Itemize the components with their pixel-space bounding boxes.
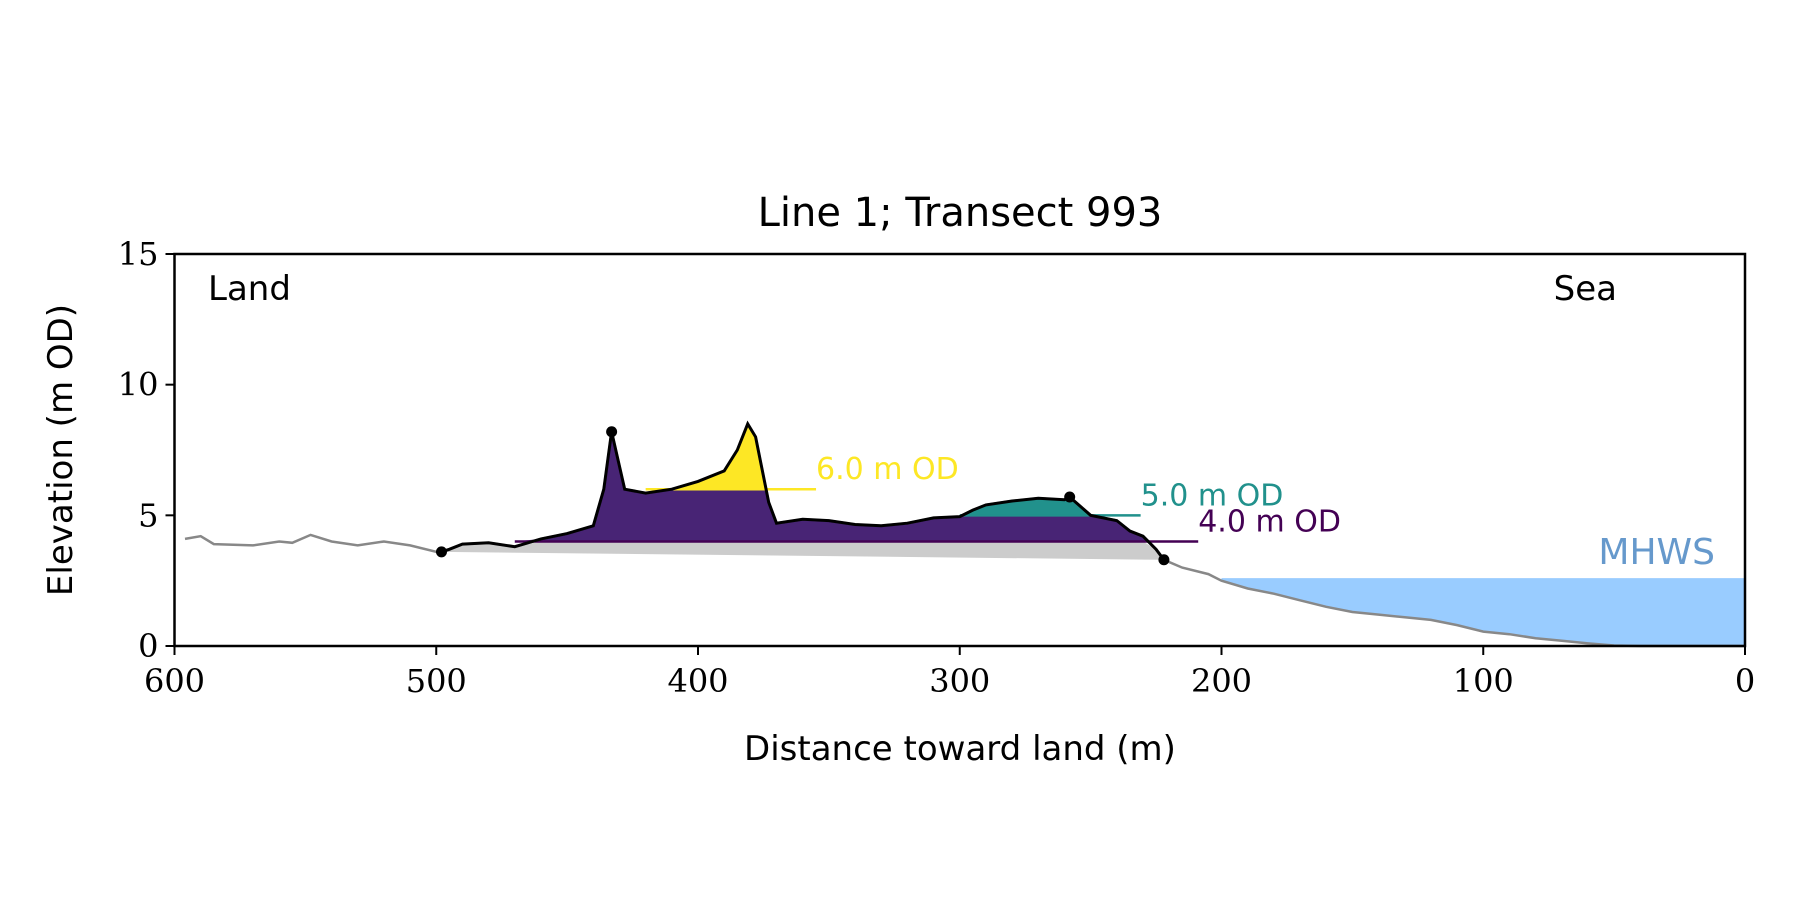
point [435,546,447,558]
point [606,426,618,438]
chart-title: Line 1; Transect 993 [758,190,1163,236]
annotation: Sea [1554,269,1617,309]
x-tick-label: 100 [1453,662,1514,700]
annotation: Land [208,269,291,309]
x-tick-label: 400 [667,662,728,700]
x-tick-label: 600 [144,662,205,700]
y-tick-label: 15 [118,235,159,273]
level-fill [959,497,1091,516]
point [1158,554,1170,566]
point [1064,491,1076,503]
volume-base [441,541,1164,560]
x-tick-label: 500 [406,662,467,700]
x-tick-label: 0 [1735,662,1755,700]
x-tick-label: 200 [1191,662,1252,700]
y-tick-label: 10 [118,366,159,404]
y-axis-label: Elevation (m OD) [41,304,81,596]
level-fill [645,423,767,490]
mhws-label: MHWS [1598,532,1715,573]
level-label: 5.0 m OD [1141,478,1284,513]
y-tick-label: 0 [138,627,158,665]
level-label: 4.0 m OD [1198,504,1341,539]
x-tick-label: 300 [929,662,990,700]
mhws-area [1221,578,1745,646]
y-tick-label: 5 [138,496,158,534]
x-axis-label: Distance toward land (m) [744,729,1176,769]
level-label: 6.0 m OD [816,452,959,487]
